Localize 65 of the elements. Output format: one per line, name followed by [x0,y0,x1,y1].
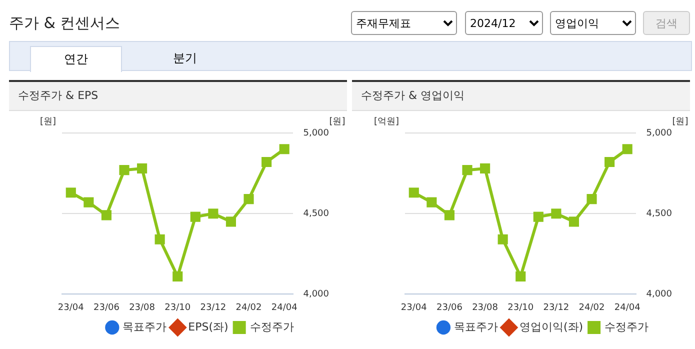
y2-tick-label: 4,500 [646,208,672,219]
point [101,210,112,220]
point [84,197,94,208]
point [172,271,183,282]
x-tick-label: 23/12 [200,302,226,313]
point [154,234,165,244]
x-tick-label: 24/04 [271,302,298,313]
point [226,216,236,227]
point [551,208,562,219]
point [262,156,272,168]
legend-label: 목표주가 [122,320,167,334]
point [516,271,526,282]
legend-label: 수정주가 [604,320,649,334]
x-tick-label: 23/10 [164,302,191,313]
text: 주가 & 컨센서스 [9,14,120,33]
text: 분기 [172,50,198,67]
chart-title: 수정주가 & EPS [9,82,347,111]
point [533,212,544,222]
point [137,163,148,174]
legend-label: EPS(좌) [188,320,228,334]
point [604,156,615,168]
point [190,212,200,222]
x-tick-label: 23/08 [472,302,498,313]
x-tick-label: 23/06 [436,302,463,313]
y2-tick-label: 4,000 [646,290,672,300]
x-tick-label: 23/08 [129,302,156,313]
y2-tick-label: 5,000 [303,128,330,138]
x-tick-label: 24/02 [578,302,605,313]
point [426,197,437,208]
point [480,163,490,174]
point [208,208,218,219]
y-axis-title: [억원] [374,116,399,127]
x-tick-label: 23/12 [543,302,570,313]
text: 2024/12 [465,11,543,35]
point [279,144,290,154]
y2-tick-label: 5,000 [646,128,672,138]
x-tick-label: 23/04 [58,302,84,313]
x-tick-label: 24/04 [614,302,641,313]
text: 주재무제표 [351,11,457,35]
point [586,194,597,204]
text: 연간 [30,46,122,72]
x-tick-label: 24/02 [236,302,262,313]
y2-tick-label: 4,500 [303,208,330,219]
point [498,234,508,244]
point [462,165,472,176]
y2-tick-label: 4,000 [303,290,330,300]
point [408,188,419,198]
point [568,216,580,227]
x-tick-label: 23/06 [94,302,120,313]
text: 영업이익 [550,11,636,35]
chart-title: 수정주가 & 영업이익 [352,82,690,111]
point [66,188,76,198]
point [119,165,130,176]
point [444,210,455,220]
x-tick-label: 23/04 [400,302,428,313]
point [244,194,254,204]
y-axis-title: [원] [40,116,56,127]
legend-label: 목표주가 [454,320,498,334]
text: 검색 [643,11,690,35]
legend-label: 영업이익(좌) [519,320,584,334]
y2-axis-title: [원] [329,116,346,127]
x-tick-label: 23/10 [508,302,534,313]
y2-axis-title: [원] [672,116,688,127]
legend-label: 수정주가 [250,320,294,334]
point [622,144,632,154]
